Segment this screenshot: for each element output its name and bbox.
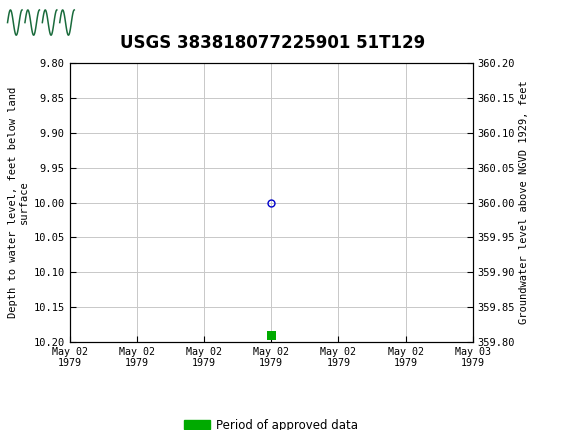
Text: USGS 383818077225901 51T129: USGS 383818077225901 51T129 xyxy=(120,34,425,52)
Text: USGS: USGS xyxy=(102,14,157,31)
Y-axis label: Depth to water level, feet below land
surface: Depth to water level, feet below land su… xyxy=(8,87,30,318)
Bar xyxy=(5,4,95,41)
Bar xyxy=(267,332,276,340)
Legend: Period of approved data: Period of approved data xyxy=(179,414,363,430)
Y-axis label: Groundwater level above NGVD 1929, feet: Groundwater level above NGVD 1929, feet xyxy=(519,81,529,324)
